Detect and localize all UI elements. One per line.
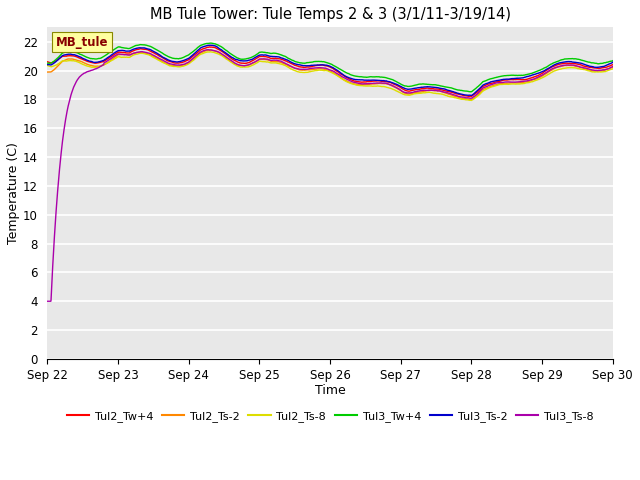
Y-axis label: Temperature (C): Temperature (C) [7, 142, 20, 244]
Text: MB_tule: MB_tule [56, 36, 108, 48]
Legend: Tul2_Tw+4, Tul2_Ts-2, Tul2_Ts-8, Tul3_Tw+4, Tul3_Ts-2, Tul3_Ts-8: Tul2_Tw+4, Tul2_Ts-2, Tul2_Ts-8, Tul3_Tw… [62, 407, 598, 426]
Title: MB Tule Tower: Tule Temps 2 & 3 (3/1/11-3/19/14): MB Tule Tower: Tule Temps 2 & 3 (3/1/11-… [150, 7, 511, 22]
X-axis label: Time: Time [315, 384, 346, 397]
